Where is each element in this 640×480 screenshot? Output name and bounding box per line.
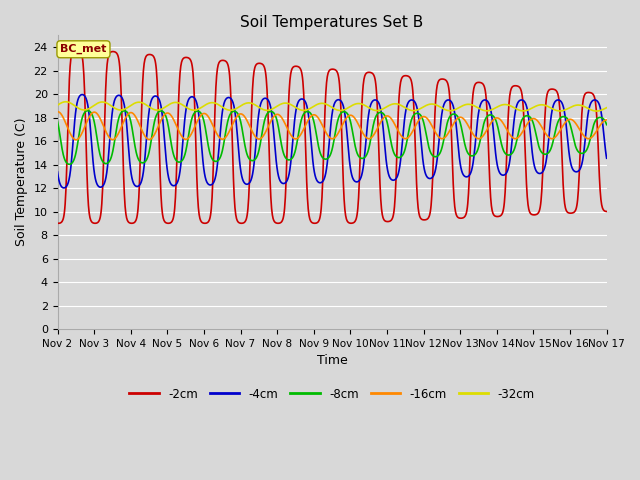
-8cm [238,124,246,130]
-4cm [490,131,497,136]
-2cm [275,220,282,226]
-32cm [176,101,184,107]
-16cm [176,131,184,136]
-8cm [65,161,73,167]
-4cm [60,185,68,191]
-4cm [54,169,61,175]
-16cm [72,137,80,143]
Line: -4cm: -4cm [58,95,607,188]
-2cm [418,216,426,222]
-8cm [84,108,92,113]
-32cm [538,102,545,108]
-2cm [163,220,170,226]
Line: -32cm: -32cm [58,102,607,111]
-8cm [603,122,611,128]
-2cm [72,46,80,51]
-4cm [538,169,546,175]
Line: -8cm: -8cm [58,110,607,164]
-8cm [538,150,546,156]
Title: Soil Temperatures Set B: Soil Temperatures Set B [241,15,424,30]
Text: BC_met: BC_met [60,44,107,54]
-32cm [61,99,69,105]
-8cm [163,117,171,123]
-4cm [418,148,426,154]
Legend: -2cm, -4cm, -8cm, -16cm, -32cm: -2cm, -4cm, -8cm, -16cm, -32cm [125,383,540,405]
Line: -16cm: -16cm [58,112,607,140]
-8cm [177,159,184,165]
-2cm [176,71,184,76]
-16cm [163,110,170,116]
-16cm [54,109,61,115]
-32cm [163,103,170,109]
-2cm [54,220,61,226]
-32cm [418,105,426,111]
Line: -2cm: -2cm [58,48,607,223]
-32cm [54,102,61,108]
-2cm [603,209,611,215]
-8cm [54,119,61,124]
X-axis label: Time: Time [317,354,348,367]
-4cm [603,156,611,161]
-16cm [490,117,497,123]
-32cm [603,105,611,110]
-16cm [418,114,426,120]
-4cm [79,92,86,97]
-16cm [538,124,545,130]
Y-axis label: Soil Temperature (C): Soil Temperature (C) [15,118,28,246]
-4cm [238,174,246,180]
-2cm [237,220,245,226]
-8cm [418,115,426,120]
-16cm [237,111,245,117]
-4cm [177,166,184,171]
-4cm [163,165,171,171]
-16cm [603,117,611,123]
-32cm [593,108,600,114]
-2cm [538,181,546,187]
-2cm [490,212,497,217]
-8cm [490,114,497,120]
-32cm [237,103,245,108]
-32cm [490,106,497,112]
